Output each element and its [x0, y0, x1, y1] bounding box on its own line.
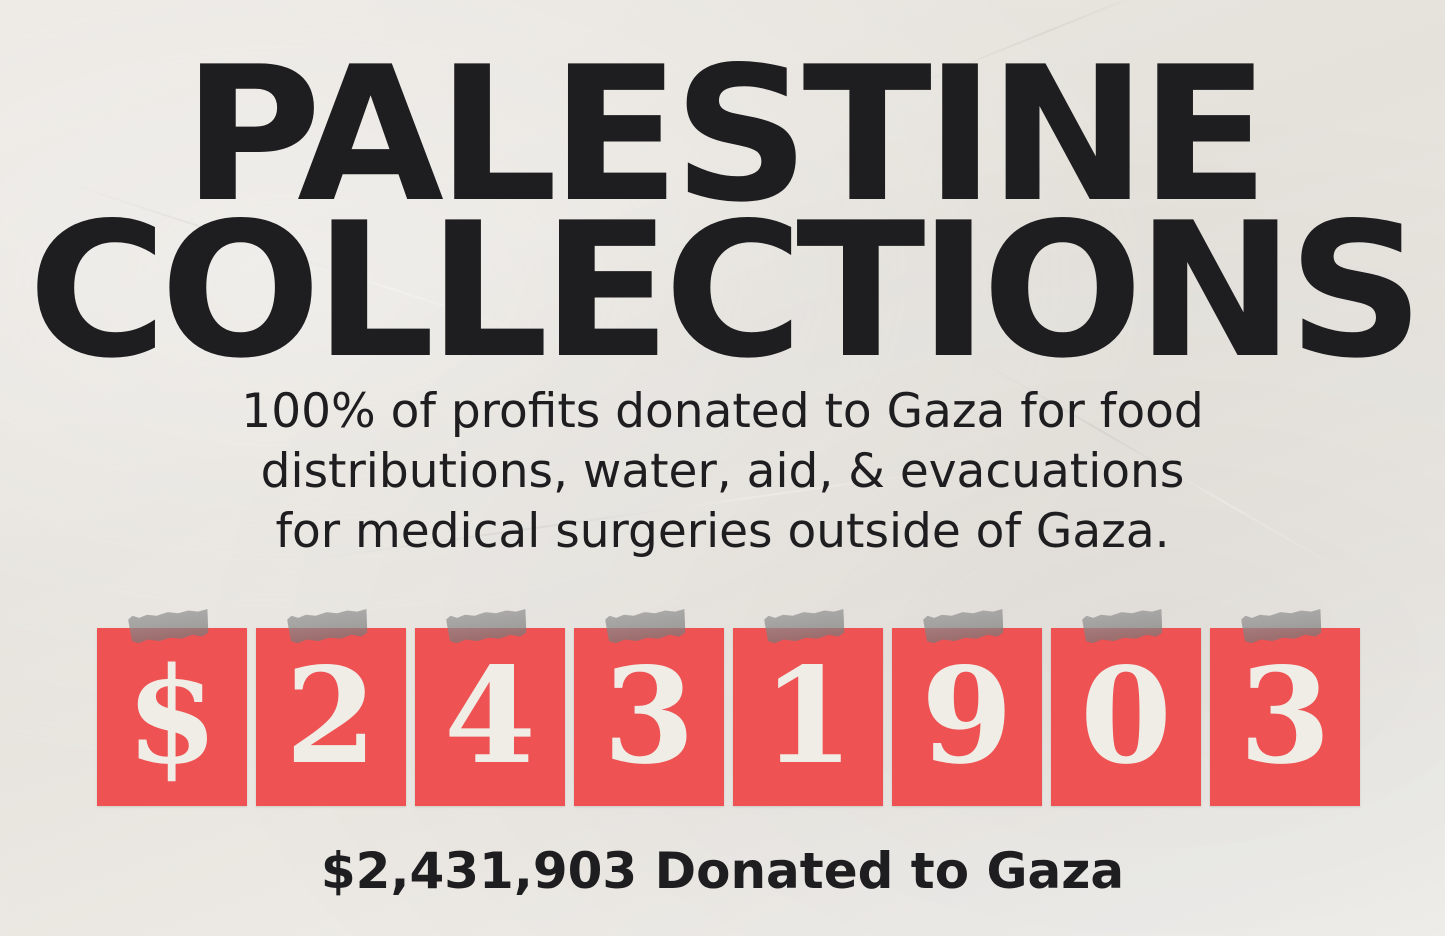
counter-tile: 1	[733, 628, 883, 806]
counter-digit: 9	[921, 639, 1013, 794]
donation-total-text: $2,431,903 Donated to Gaza	[320, 842, 1125, 900]
counter-tile: 0	[1051, 628, 1201, 806]
counter-digit: 3	[1239, 639, 1331, 794]
counter-digit: $	[126, 639, 218, 794]
counter-tile: 3	[1210, 628, 1360, 806]
counter-tile: 2	[256, 628, 406, 806]
page-title-line-1: PALESTINE	[182, 26, 1270, 243]
counter-digit: 1	[762, 639, 854, 794]
description-line-3: for medical surgeries outside of Gaza.	[275, 504, 1170, 559]
description-line-2: distributions, water, aid, & evacuations	[260, 444, 1185, 499]
counter-tile: 3	[574, 628, 724, 806]
counter-digit: 0	[1080, 639, 1172, 794]
page-title-line-2: COLLECTIONS	[27, 182, 1424, 399]
description-line-1: 100% of profits donated to Gaza for food	[241, 384, 1204, 439]
counter-tile: 9	[892, 628, 1042, 806]
counter-digit: 2	[285, 639, 377, 794]
counter-digit: 4	[444, 639, 536, 794]
counter-digit: 3	[603, 639, 695, 794]
counter-tile-currency: $	[97, 628, 247, 806]
counter-tile: 4	[415, 628, 565, 806]
